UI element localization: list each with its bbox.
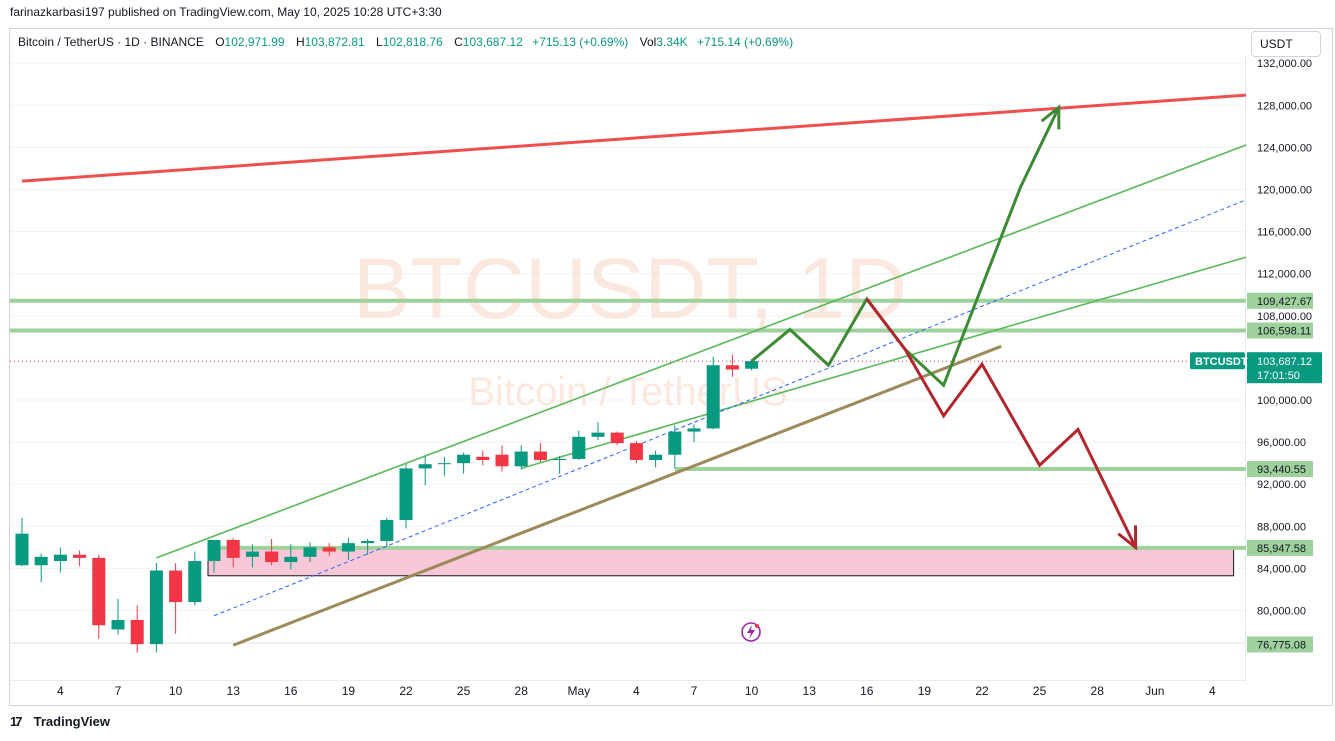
open-value: 102,971.99	[224, 35, 285, 49]
tradingview-logo-icon: 17	[10, 714, 22, 729]
volume-label: Vol	[639, 35, 657, 49]
close-label: C	[454, 35, 463, 49]
volume-value: 3.34K	[656, 35, 688, 49]
high-value: 103,872.81	[304, 35, 365, 49]
legend-symbol[interactable]: Bitcoin / TetherUS · 1D · BINANCE	[18, 35, 204, 49]
tradingview-brand: 17 TradingView	[10, 714, 110, 729]
published-info: farinazkarbasi197 published on TradingVi…	[10, 5, 442, 19]
currency-button[interactable]: USDT	[1251, 31, 1321, 57]
brand-name: TradingView	[33, 714, 110, 729]
close-value: 103,687.12	[462, 35, 523, 49]
low-value: 102,818.76	[382, 35, 443, 49]
volume-change: +715.14 (+0.69%)	[697, 35, 794, 49]
high-label: H	[295, 35, 305, 49]
low-label: L	[376, 35, 383, 49]
change-value: +715.13 (+0.69%)	[532, 35, 629, 49]
ohlc-legend: Bitcoin / TetherUS · 1D · BINANCE O102,9…	[18, 35, 793, 49]
chart-panel	[9, 28, 1333, 706]
open-label: O	[215, 35, 225, 49]
